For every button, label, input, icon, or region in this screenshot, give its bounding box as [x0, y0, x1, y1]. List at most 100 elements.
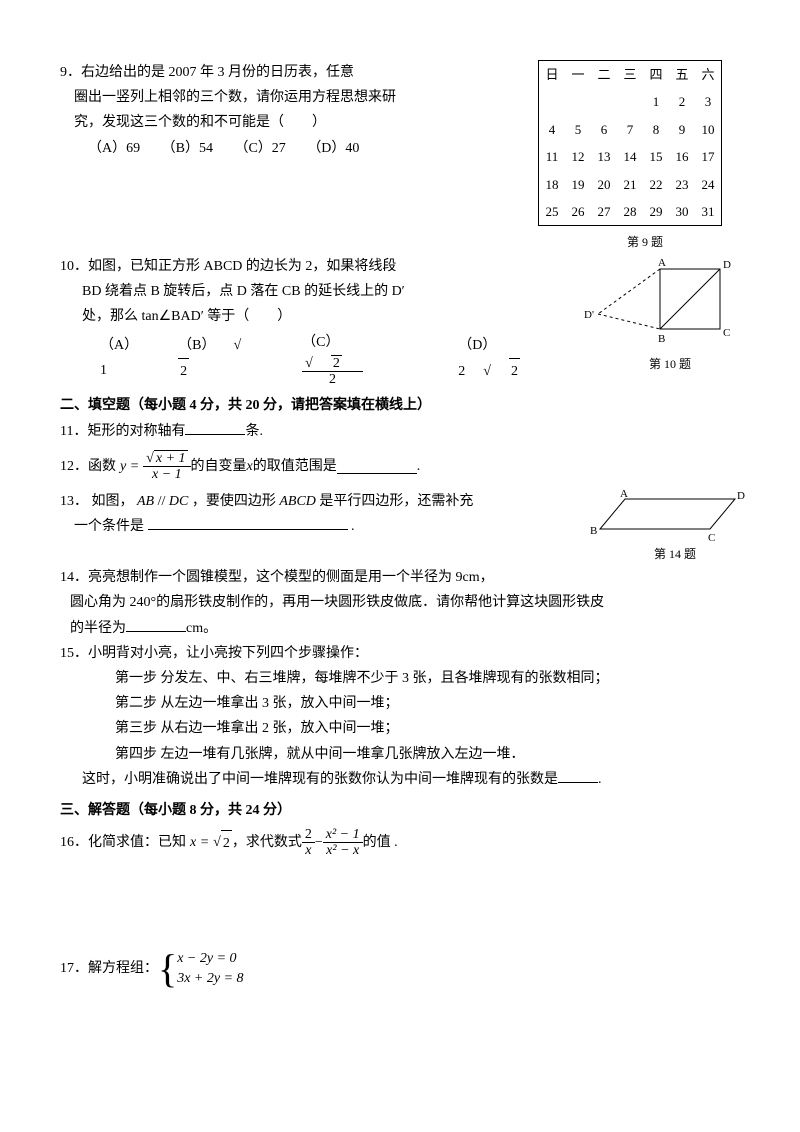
- q12-num: 12．: [60, 454, 88, 479]
- lbl-Dp: D': [584, 309, 594, 321]
- ch6: 六: [695, 61, 722, 89]
- q9-text: 9．右边给出的是 2007 年 3 月份的日历表，任意 圈出一竖列上相邻的三个数…: [60, 60, 530, 254]
- c14: 8: [643, 116, 669, 143]
- lbl-D: D: [723, 259, 731, 271]
- q13-text: 13． 如图， AB // DC ，要使四边形 ABCD 是平行四边形，还需补充…: [60, 489, 590, 566]
- q12-a: 函数: [88, 454, 116, 479]
- q15: 15．小明背对小亮，让小亮按下列四个步骤操作： 第一步 分发左、中、右三堆牌，每…: [60, 641, 760, 792]
- q13-l1b: ，要使四边形: [192, 494, 280, 509]
- c31: 19: [565, 171, 591, 198]
- q13-blank: [148, 515, 348, 530]
- c13: 7: [617, 116, 643, 143]
- c23: 14: [617, 143, 643, 170]
- q10-l3: 处，那么 tan∠BAD′ 等于（ ）: [60, 304, 580, 329]
- q16-f1: 2x: [302, 827, 315, 859]
- q10-c-den: 2: [302, 372, 363, 387]
- q14-num: 14．: [60, 570, 88, 585]
- c04: 1: [643, 88, 669, 115]
- c35: 23: [669, 171, 695, 198]
- section2-title: 二、填空题（每小题 4 分，共 20 分，请把答案填在横线上）: [60, 393, 760, 418]
- q13-l1a: 如图，: [92, 494, 134, 509]
- c43: 28: [617, 198, 643, 226]
- c32: 20: [591, 171, 617, 198]
- c02: [591, 88, 617, 115]
- q10-text: 10．如图，已知正方形 ABCD 的边长为 2，如果将线段 BD 绕着点 B 旋…: [60, 254, 580, 388]
- q15-s4: 第四步 左边一堆有几张牌，就从中间一堆拿几张牌放入左边一堆．: [60, 742, 760, 767]
- c33: 21: [617, 171, 643, 198]
- c42: 27: [591, 198, 617, 226]
- q12-frac-den: x − 1: [143, 467, 190, 482]
- q16-num: 16．: [60, 830, 88, 855]
- q13-par: //: [158, 494, 169, 509]
- q13-dc: DC: [169, 494, 188, 509]
- q13-caption: 第 14 题: [590, 544, 760, 566]
- q11-b: 条.: [245, 424, 263, 439]
- q17: 17． 解方程组： { x − 2y = 0 3x + 2y = 8: [60, 949, 760, 989]
- c10: 4: [539, 116, 566, 143]
- c21: 12: [565, 143, 591, 170]
- q10-d: （D）2√2: [458, 333, 562, 384]
- c03: [617, 88, 643, 115]
- c40: 25: [539, 198, 566, 226]
- q10-l1: 如图，已知正方形 ABCD 的边长为 2，如果将线段: [88, 259, 396, 274]
- c20: 11: [539, 143, 566, 170]
- c06: 3: [695, 88, 722, 115]
- p-D: D: [737, 490, 745, 502]
- q11-a: 矩形的对称轴有: [87, 424, 185, 439]
- ch5: 五: [669, 61, 695, 89]
- q10-caption: 第 10 题: [580, 354, 760, 376]
- c25: 16: [669, 143, 695, 170]
- calendar-col: 日 一 二 三 四 五 六 123 45678910 1112131415161…: [530, 60, 760, 254]
- q9-c: （C）27: [234, 141, 285, 156]
- q13-l2a: 一个条件是: [74, 519, 144, 534]
- cal-head: 日 一 二 三 四 五 六: [539, 61, 722, 89]
- c05: 2: [669, 88, 695, 115]
- q12-p: .: [417, 454, 421, 479]
- ch4: 四: [643, 61, 669, 89]
- q16-b: ，求代数式: [232, 830, 302, 855]
- lbl-A: A: [658, 257, 666, 269]
- q14-l3b: cm。: [186, 621, 217, 636]
- q10-a: （A）1: [100, 333, 138, 383]
- q13-row: 13． 如图， AB // DC ，要使四边形 ABCD 是平行四边形，还需补充…: [60, 489, 760, 566]
- c26: 17: [695, 143, 722, 170]
- q9-caption: 第 9 题: [530, 232, 760, 254]
- q17-eqs: x − 2y = 0 3x + 2y = 8: [177, 949, 243, 988]
- q15-s2: 第二步 从左边一堆拿出 3 张，放入中间一堆；: [60, 691, 760, 716]
- c00: [539, 88, 566, 115]
- q11-blank: [185, 420, 245, 435]
- ch0: 日: [539, 61, 566, 89]
- lbl-C: C: [723, 327, 730, 339]
- q12-yeq: y =: [120, 454, 139, 479]
- q16-c: 的值 .: [363, 830, 398, 855]
- q16-f2n: x² − 1: [323, 827, 363, 843]
- lbl-B: B: [658, 333, 665, 345]
- q11: 11．矩形的对称轴有 条.: [60, 419, 760, 444]
- q10-c: （C）√22: [302, 330, 418, 388]
- c01: [565, 88, 591, 115]
- q10-figure: A D B C D' 第 10 题: [580, 254, 760, 388]
- q9-options: （A）69 （B）54 （C）27 （D）40: [60, 136, 530, 161]
- q16-f1d: x: [302, 843, 315, 858]
- c16: 10: [695, 116, 722, 143]
- c41: 26: [565, 198, 591, 226]
- p-C: C: [708, 532, 715, 544]
- q12: 12． 函数 y = √x + 1 x − 1 的自变量 x 的取值范围是 .: [60, 450, 760, 483]
- q10-c-pre: （C）: [302, 335, 339, 350]
- q17-text: 解方程组：: [88, 956, 158, 981]
- q11-num: 11．: [60, 424, 87, 439]
- c45: 30: [669, 198, 695, 226]
- q16-f2d: x² − x: [323, 843, 363, 858]
- q16: 16． 化简求值：已知 x = √2 ，求代数式 2x − x² − 1x² −…: [60, 827, 760, 859]
- q10-num: 10．: [60, 259, 88, 274]
- c36: 24: [695, 171, 722, 198]
- q14: 14．亮亮想制作一个圆锥模型，这个模型的侧面是用一个半径为 9cm， 圆心角为 …: [60, 565, 760, 641]
- q16-f1n: 2: [302, 827, 315, 843]
- c11: 5: [565, 116, 591, 143]
- q14-l2: 圆心角为 240°的扇形铁皮制作的，再用一块圆形铁皮做底．请你帮他计算这块圆形铁…: [60, 590, 760, 615]
- brace-icon: {: [158, 949, 177, 989]
- square-diagram: A D B C D': [580, 254, 750, 354]
- q14-blank: [126, 617, 186, 632]
- q15-num: 15．: [60, 646, 88, 661]
- q17-eq1: x − 2y = 0: [177, 949, 243, 969]
